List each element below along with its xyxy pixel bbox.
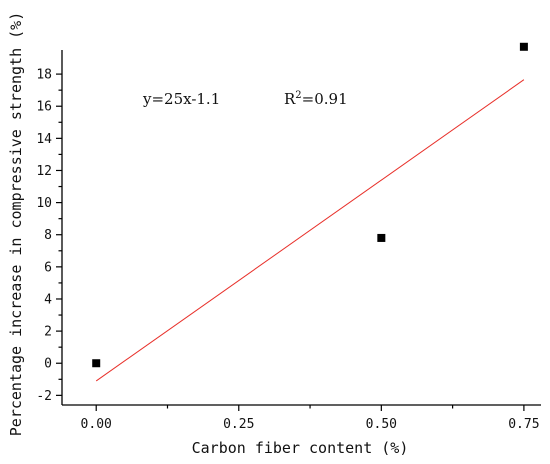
fit-line: [95, 79, 525, 382]
y-tick-label: 16: [36, 100, 52, 115]
y-tick-label: -2: [36, 389, 52, 404]
data-point: [377, 233, 386, 242]
y-tick-label: 4: [44, 292, 52, 307]
equation-annotation: y=25x-1.1: [142, 90, 220, 108]
data-points: [92, 42, 528, 368]
axes: [61, 50, 541, 406]
x-tick-label: 0.00: [81, 417, 112, 432]
y-tick-label: 2: [44, 325, 52, 340]
x-tick-label: 0.50: [366, 417, 397, 432]
x-axis-title: Carbon fiber content (%): [192, 439, 409, 457]
fit-line-group: [95, 79, 525, 382]
x-tick-label: 0.25: [223, 417, 254, 432]
y-tick-label: 0: [44, 357, 52, 372]
ticks: -2 0 2 4 6 8 10 12 14 16 18 0.00 0.25 0.50 0.75: [36, 68, 539, 432]
y-axis-title: Percentage increase in compressive stren…: [7, 12, 25, 436]
y-tick-label: 18: [36, 68, 52, 83]
y-tick-label: 14: [36, 132, 52, 147]
y-tick-label: 8: [44, 228, 52, 243]
data-point: [519, 42, 528, 51]
r2-annotation: R2=0.91: [284, 90, 348, 108]
r2-value: =0.91: [302, 90, 348, 108]
r2-prefix: R: [284, 90, 296, 108]
y-tick-label: 10: [36, 196, 52, 211]
r2-superscript: 2: [295, 90, 301, 101]
y-tick-label: 12: [36, 164, 52, 179]
data-point: [92, 359, 101, 368]
y-tick-label: 6: [44, 260, 52, 275]
x-tick-label: 0.75: [508, 417, 539, 432]
